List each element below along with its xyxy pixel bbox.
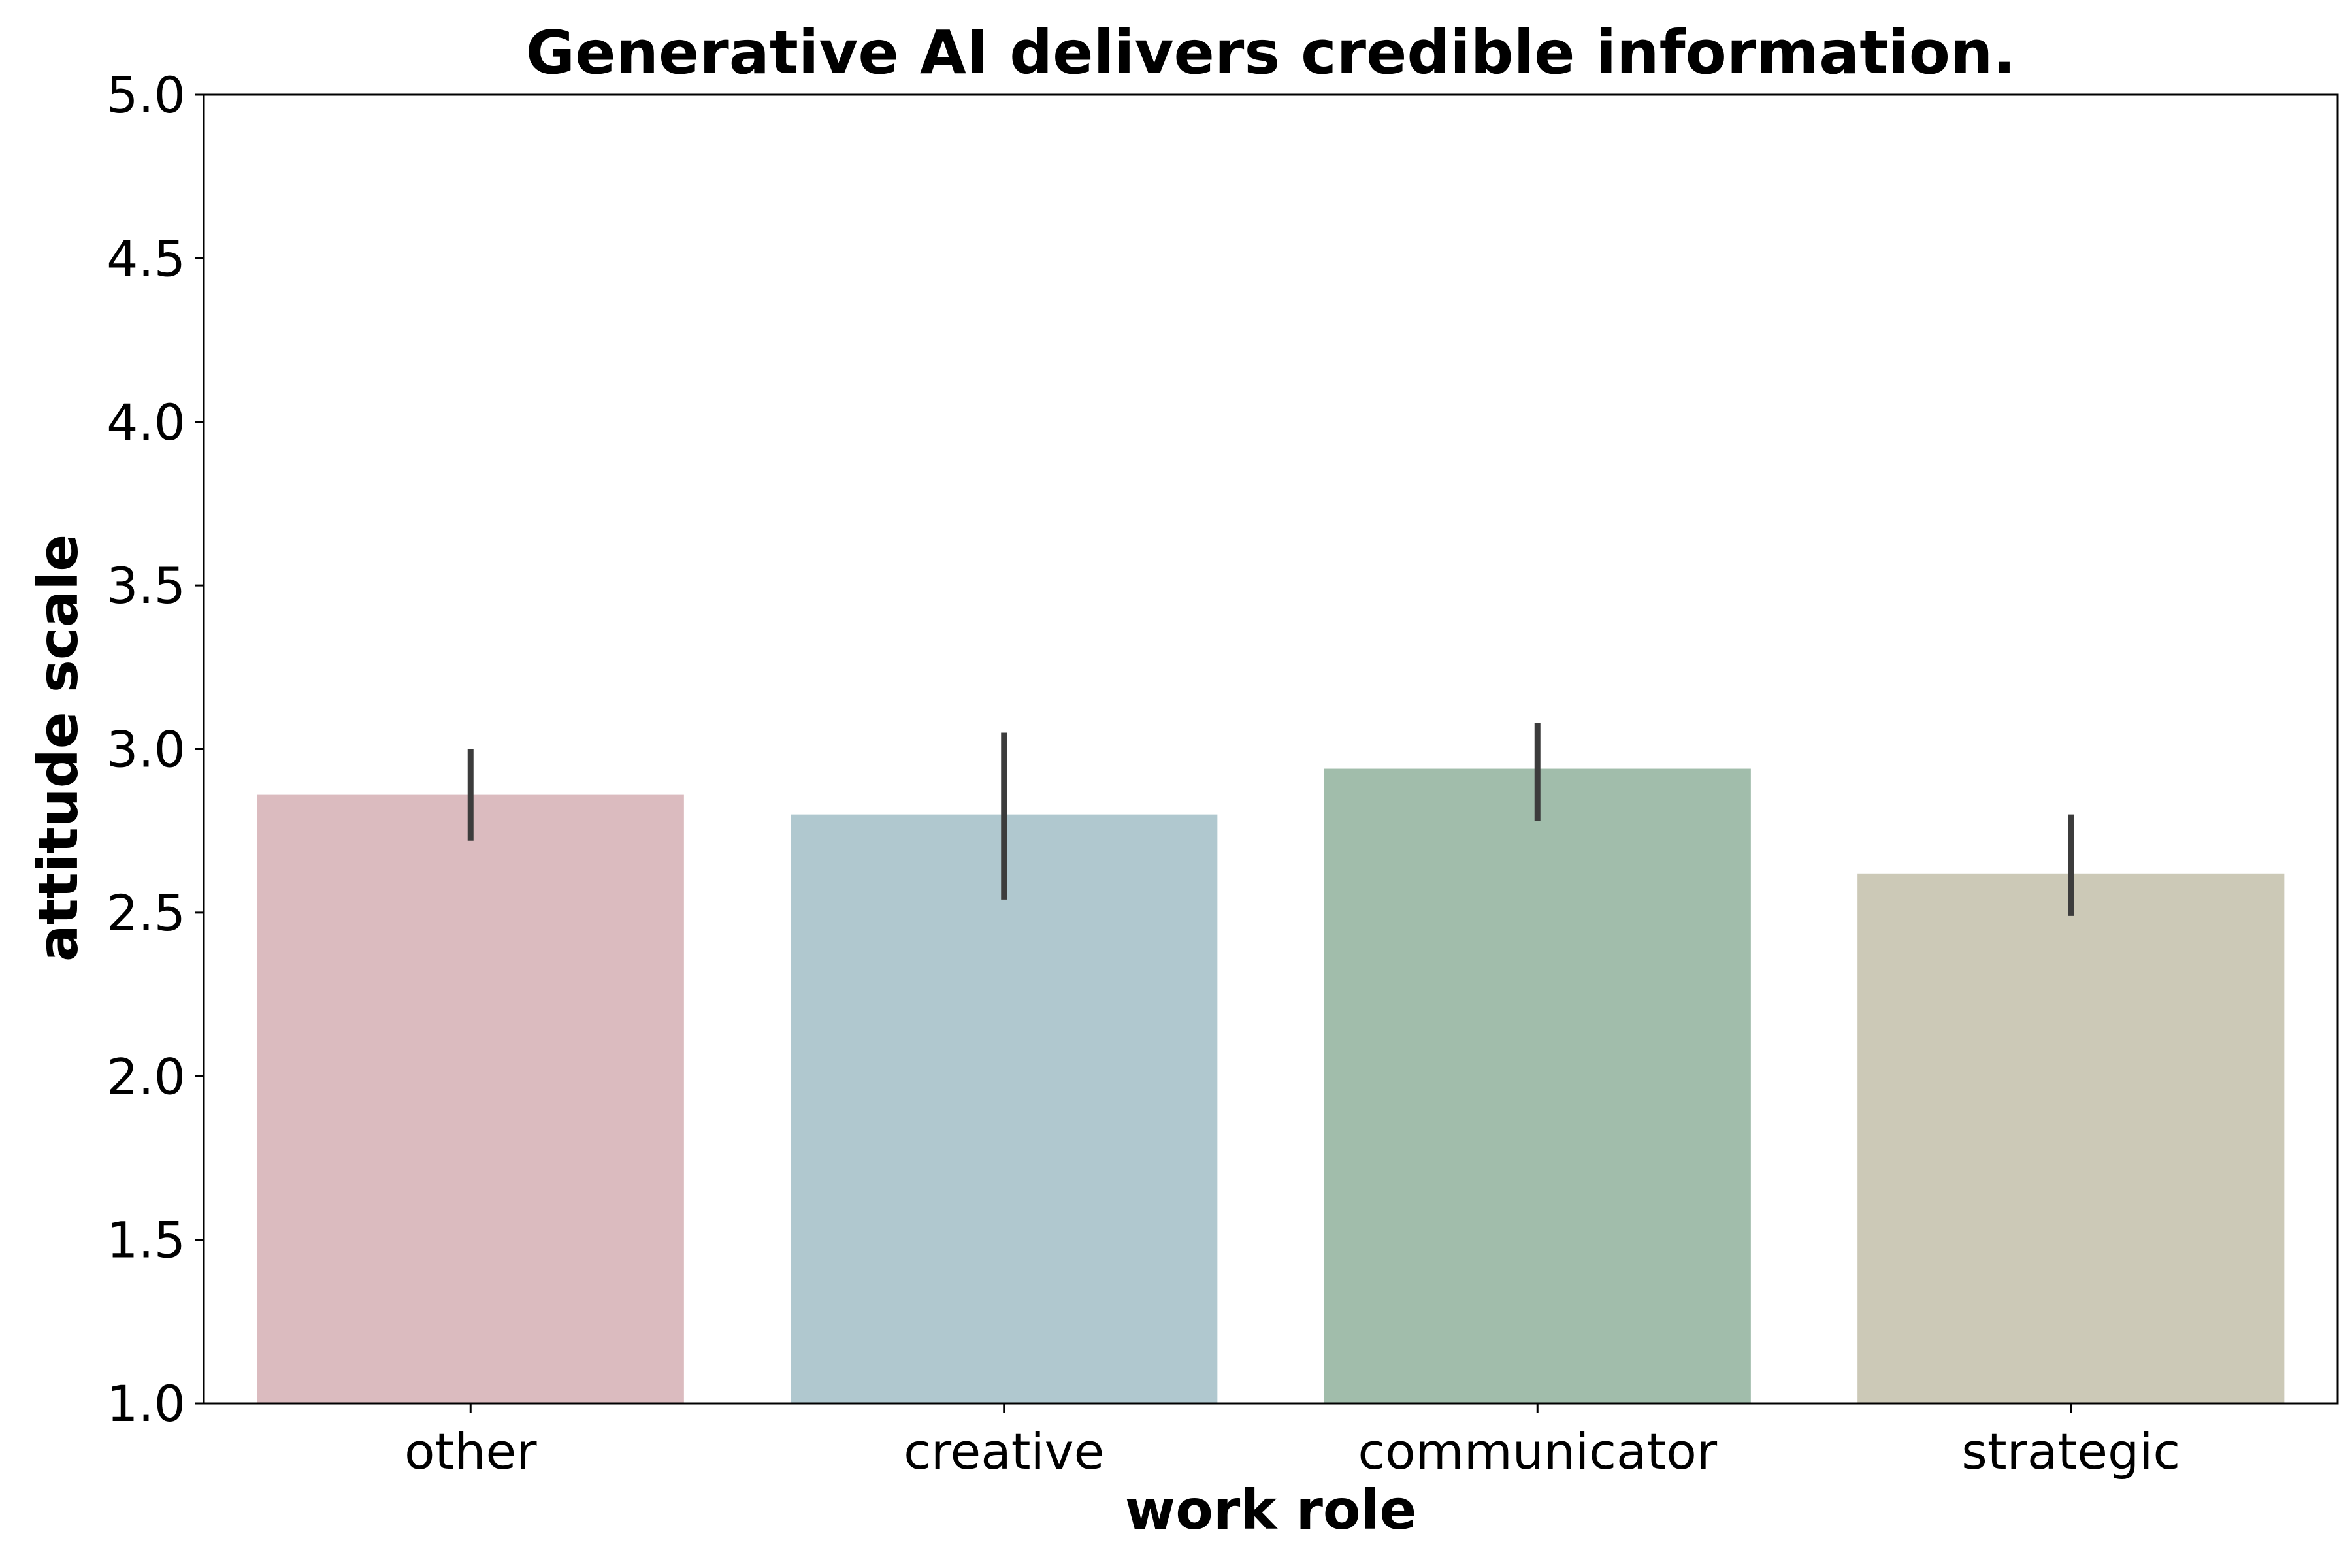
y-tick-label: 5.0 [106,66,186,124]
y-tick-label: 4.0 [106,393,186,451]
bar-strategic [1857,873,2285,1403]
bar-other [257,794,684,1403]
axes-group: other creative communicator strategic 1.0 1.5… [106,66,2339,1480]
y-tick-label: 1.0 [106,1375,186,1433]
y-tick-label: 1.5 [106,1211,186,1269]
plot-frame [203,93,2339,1405]
bar-creative [791,814,1218,1403]
y-tick-label: 3.5 [106,557,186,615]
bars-group [257,768,2285,1403]
x-tick-label: strategic [1961,1422,2180,1480]
x-tick-label: other [404,1422,537,1480]
y-tick-label: 4.5 [106,229,186,287]
y-tick-label: 3.0 [106,721,186,779]
x-tick-label: communicator [1358,1422,1717,1480]
bar-communicator [1324,768,1751,1403]
chart-title: Generative AI delivers credible informat… [526,18,2016,88]
y-axis-label: attitude scale [26,534,90,962]
y-tick-label: 2.5 [106,884,186,942]
x-axis-label: work role [1125,1478,1417,1542]
y-tick-label: 2.0 [106,1047,186,1105]
error-bars-group [467,723,2074,916]
x-tick-label: creative [904,1422,1104,1480]
